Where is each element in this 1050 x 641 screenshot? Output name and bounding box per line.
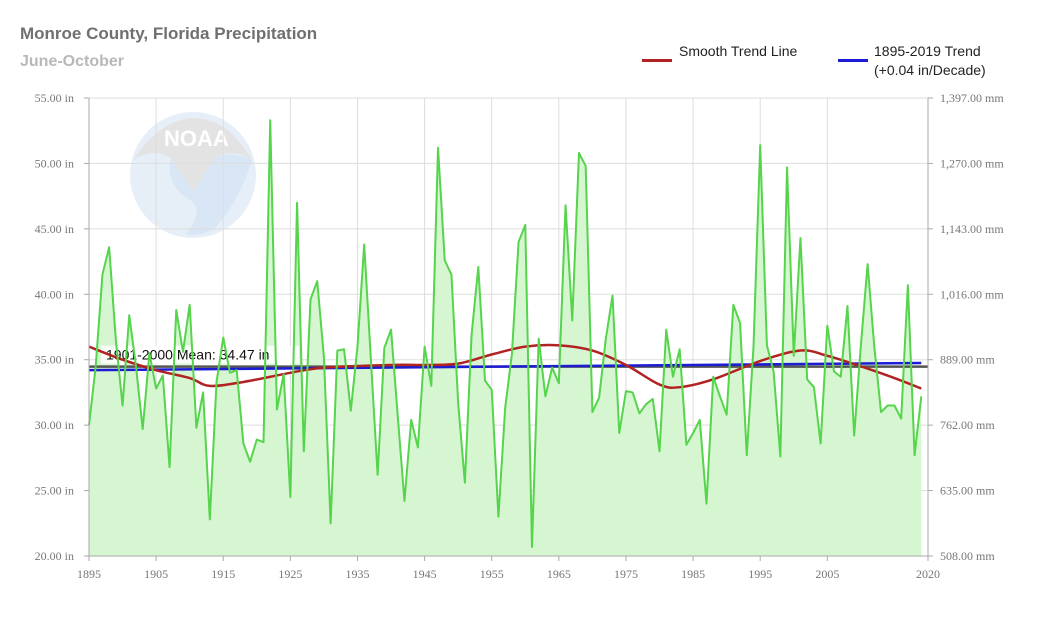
y-axis-ticks: 20.00 in 25.00 in 30.00 in 35.00 in 40.00 in… bbox=[35, 91, 89, 563]
y-tick-label: 40.00 in bbox=[35, 287, 74, 301]
noaa-logo: NOAA bbox=[130, 112, 256, 238]
y-tick-label: 45.00 in bbox=[35, 222, 74, 236]
legend-label-linear-trend-rate: (+0.04 in/Decade) bbox=[874, 62, 986, 78]
y2-tick-label: 1,270.00 mm bbox=[940, 156, 1004, 170]
x-tick-label: 1895 bbox=[77, 567, 101, 581]
x-tick-label: 1925 bbox=[278, 567, 302, 581]
legend-swatch-linear-trend bbox=[838, 59, 868, 62]
x-tick-label: 1945 bbox=[413, 567, 437, 581]
legend-label-linear-trend-name: 1895-2019 Trend bbox=[874, 43, 981, 59]
x-tick-label: 1935 bbox=[345, 567, 369, 581]
legend-swatch-smooth-trend bbox=[642, 59, 672, 62]
y-tick-label: 30.00 in bbox=[35, 418, 74, 432]
x-tick-label: 1905 bbox=[144, 567, 168, 581]
legend-label-linear-trend: 1895-2019 Trend (+0.04 in/Decade) bbox=[874, 42, 1034, 80]
chart-axes bbox=[88, 98, 929, 557]
y2-tick-label: 1,143.00 mm bbox=[940, 222, 1004, 236]
precipitation-line bbox=[88, 119, 923, 548]
y-tick-label: 50.00 in bbox=[35, 156, 74, 170]
y-tick-label: 55.00 in bbox=[35, 91, 74, 105]
chart-title: Monroe County, Florida Precipitation bbox=[20, 24, 318, 43]
y2-axis-ticks: 508.00 mm 635.00 mm 762.00 mm 889.00 mm 1,01… bbox=[928, 91, 1004, 563]
x-tick-label: 1985 bbox=[681, 567, 705, 581]
y-tick-label: 25.00 in bbox=[35, 484, 74, 498]
y2-tick-label: 635.00 mm bbox=[940, 484, 995, 498]
x-tick-label: 1965 bbox=[547, 567, 571, 581]
x-tick-label: 1995 bbox=[748, 567, 772, 581]
x-tick-label: 1975 bbox=[614, 567, 638, 581]
y2-tick-label: 762.00 mm bbox=[940, 418, 995, 432]
series-lines bbox=[88, 119, 923, 548]
y-tick-label: 20.00 in bbox=[35, 549, 74, 563]
legend-label-smooth-trend: Smooth Trend Line bbox=[679, 43, 798, 59]
y-tick-label: 35.00 in bbox=[35, 353, 74, 367]
y2-tick-label: 1,397.00 mm bbox=[940, 91, 1004, 105]
y2-tick-label: 508.00 mm bbox=[940, 549, 995, 563]
smooth-trend-line bbox=[88, 343, 922, 390]
x-tick-label: 1955 bbox=[480, 567, 504, 581]
x-tick-label: 1915 bbox=[211, 567, 235, 581]
chart-subtitle: June-October bbox=[20, 53, 125, 70]
x-tick-label: 2005 bbox=[815, 567, 839, 581]
y2-tick-label: 889.00 mm bbox=[940, 353, 995, 367]
y2-tick-label: 1,016.00 mm bbox=[940, 287, 1004, 301]
x-axis-ticks: 1895 1905 1915 1925 1935 1945 1955 1965 1975 1985… bbox=[77, 556, 940, 581]
svg-text:NOAA: NOAA bbox=[164, 126, 229, 151]
x-tick-label: 2020 bbox=[916, 567, 940, 581]
mean-label: 1901-2000 Mean: 34.47 in bbox=[106, 347, 269, 363]
